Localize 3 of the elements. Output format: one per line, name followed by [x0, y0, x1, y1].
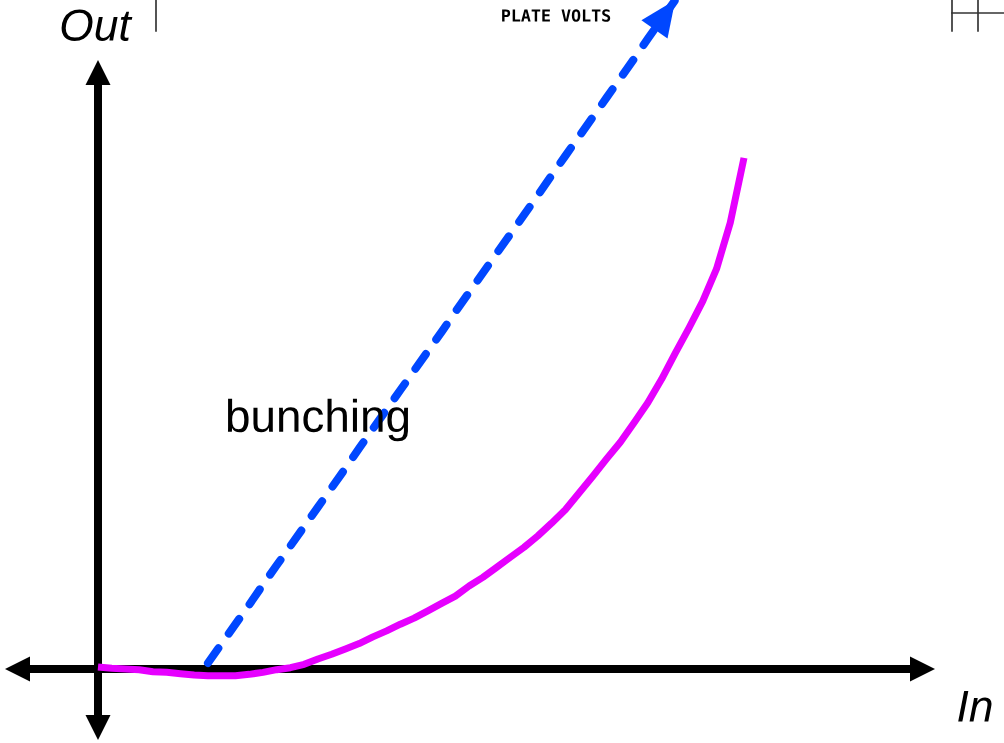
x-axis-title: In	[958, 690, 992, 722]
y-axis-title: Out	[61, 9, 133, 41]
annotation: PLATE VOLTS	[502, 9, 611, 22]
